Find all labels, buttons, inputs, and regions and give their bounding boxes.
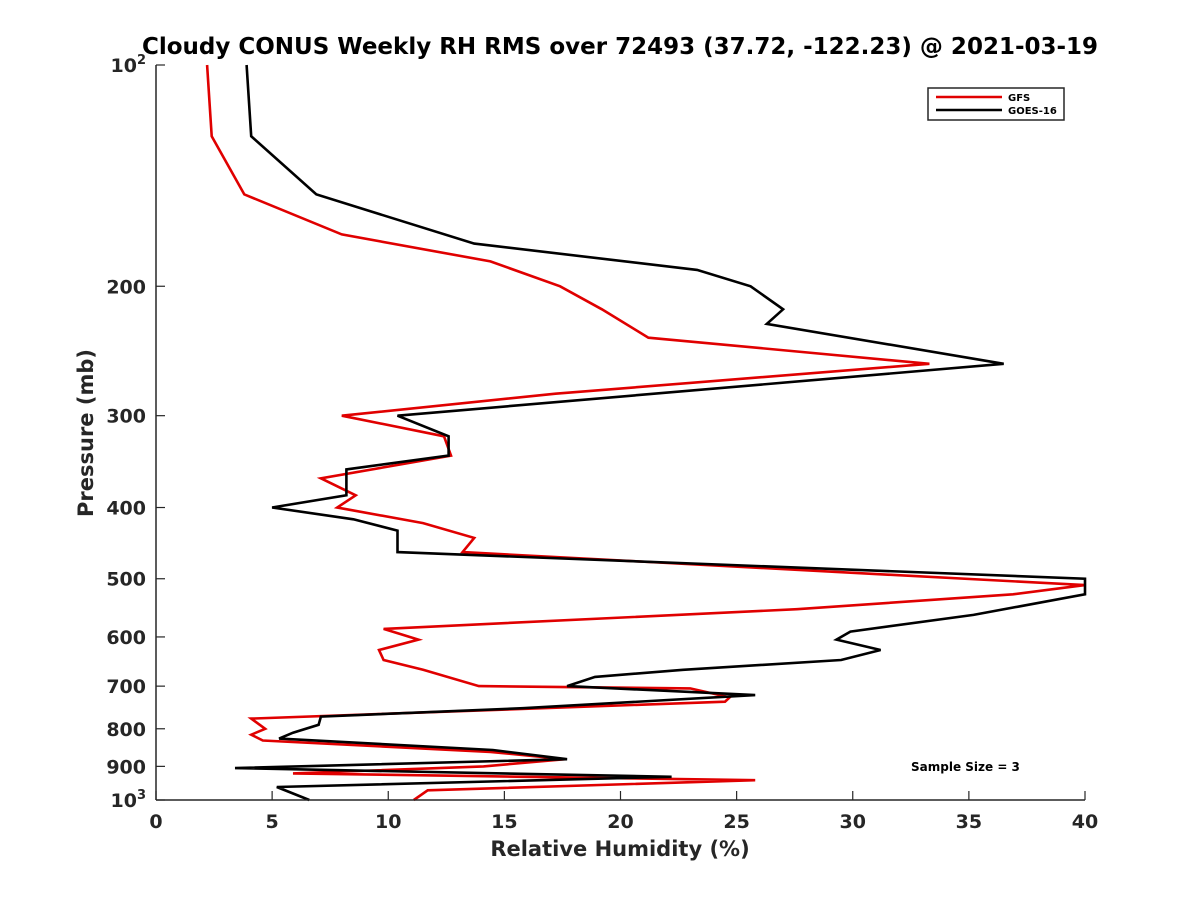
series-line-gfs	[205, 64, 1086, 802]
x-tick-label: 15	[491, 811, 517, 833]
x-axis-ticks: 0 5 10 15 20 25 30 35 40	[149, 791, 1098, 833]
y-axis-label: Pressure (mb)	[74, 349, 98, 517]
y-tick-label: 400	[106, 498, 146, 520]
legend-label: GFS	[1008, 93, 1030, 104]
legend-box	[927, 87, 1065, 121]
y-tick-label: 900	[106, 756, 146, 778]
x-tick-label: 20	[607, 811, 633, 833]
x-tick-label: 40	[1072, 811, 1098, 833]
x-tick-label: 10	[375, 811, 401, 833]
x-tick-label: 35	[956, 811, 982, 833]
y-tick-label: 103	[111, 788, 147, 812]
y-axis-ticks: 102 200 300 400 500 600 700 800 900 103	[106, 53, 165, 812]
y-tick-label: 300	[106, 406, 146, 428]
y-tick-label: 600	[106, 627, 146, 649]
legend: GFS GOES-16	[927, 87, 1065, 121]
x-tick-label: 5	[266, 811, 279, 833]
y-tick-label: 800	[106, 719, 146, 741]
x-tick-label: 25	[723, 811, 749, 833]
y-tick-label: 200	[106, 276, 146, 298]
x-tick-label: 30	[840, 811, 866, 833]
plot-area	[156, 65, 1085, 800]
chart-title: Cloudy CONUS Weekly RH RMS over 72493 (3…	[142, 34, 1098, 60]
x-tick-label: 0	[149, 811, 162, 833]
series-line-goes-16	[234, 64, 1087, 802]
x-axis-label: Relative Humidity (%)	[490, 837, 749, 861]
legend-label: GOES-16	[1008, 106, 1057, 117]
y-tick-label: 500	[106, 569, 146, 591]
series-layer	[205, 64, 1087, 802]
sample-size-annotation: Sample Size = 3	[911, 760, 1020, 774]
y-tick-label: 102	[111, 53, 147, 77]
y-tick-label: 700	[106, 676, 146, 698]
